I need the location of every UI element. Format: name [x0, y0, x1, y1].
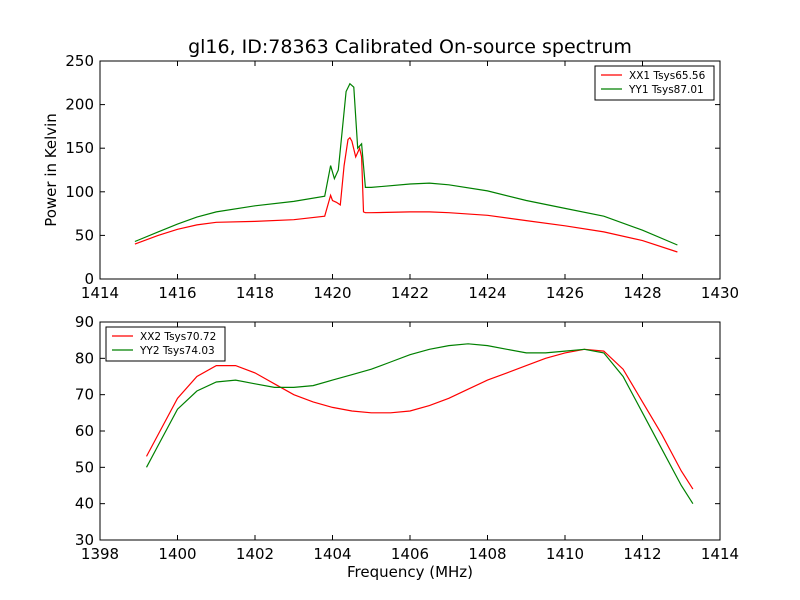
top-x-tick-label: 1420 — [313, 284, 351, 302]
top-y-tick-label: 100 — [65, 183, 94, 201]
top-x-tick-label: 1422 — [391, 284, 429, 302]
top-y-tick-label: 0 — [84, 270, 94, 288]
bottom-x-tick-label: 1406 — [391, 545, 429, 563]
bottom-series-line-xx2 — [145, 348, 694, 490]
top-y-axis-label: Power in Kelvin — [42, 113, 60, 227]
top-y-tick-label: 50 — [75, 226, 94, 244]
top-x-tick-label: 1424 — [468, 284, 506, 302]
top-legend-entry: YY1 Tsys87.01 — [628, 84, 704, 96]
bottom-x-tick-label: 1414 — [701, 545, 739, 563]
bottom-legend-entry: XX2 Tsys70.72 — [140, 331, 216, 343]
top-x-tick-label: 1414 — [81, 284, 119, 302]
bottom-series-line-yy2 — [145, 343, 694, 505]
bottom-panel: 1398 1400 1402 1404 1406 1408 1410 1412 1414 30 40… — [75, 313, 739, 581]
top-y-tick-label: 150 — [65, 139, 94, 157]
top-series-line-xx1 — [134, 136, 678, 253]
top-panel: 1414 1416 1418 1420 1422 1424 1426 1428 1430 0 50 1… — [42, 52, 739, 302]
top-x-tick-label: 1430 — [701, 284, 739, 302]
bottom-x-tick-label: 1408 — [468, 545, 506, 563]
top-series-line-yy1 — [134, 82, 678, 246]
top-x-tick-label: 1418 — [236, 284, 274, 302]
bottom-x-tick-label: 1402 — [236, 545, 274, 563]
top-x-tick-label: 1416 — [158, 284, 196, 302]
bottom-x-tick-label: 1412 — [623, 545, 661, 563]
bottom-y-tick-label: 40 — [75, 495, 94, 513]
bottom-x-tick-label: 1400 — [158, 545, 196, 563]
bottom-x-tick-label: 1404 — [313, 545, 351, 563]
top-legend-box — [594, 65, 715, 101]
bottom-x-tick-label: 1398 — [81, 545, 119, 563]
bottom-y-tick-label: 90 — [75, 313, 94, 331]
bottom-y-tick-label: 30 — [75, 531, 94, 549]
top-legend-entry: XX1 Tsys65.56 — [629, 70, 706, 82]
top-y-tick-label: 200 — [65, 96, 94, 114]
top-x-tick-label: 1428 — [623, 284, 661, 302]
bottom-y-tick-label: 60 — [75, 422, 94, 440]
bottom-x-tick-label: 1410 — [546, 545, 584, 563]
bottom-x-axis-label: Frequency (MHz) — [347, 563, 473, 581]
top-legend: XX1 Tsys65.56 YY1 Tsys87.01 — [594, 65, 715, 101]
bottom-legend: XX2 Tsys70.72 YY2 Tsys74.03 — [105, 326, 226, 362]
chart-title: gl16, ID:78363 Calibrated On-source spec… — [188, 36, 632, 58]
bottom-y-tick-label: 70 — [75, 386, 94, 404]
bottom-y-tick-label: 80 — [75, 349, 94, 367]
bottom-y-tick-label: 50 — [75, 458, 94, 476]
bottom-legend-box — [105, 326, 226, 362]
bottom-legend-entry: YY2 Tsys74.03 — [139, 345, 215, 357]
top-x-tick-label: 1426 — [546, 284, 584, 302]
top-y-tick-label: 250 — [65, 52, 94, 70]
